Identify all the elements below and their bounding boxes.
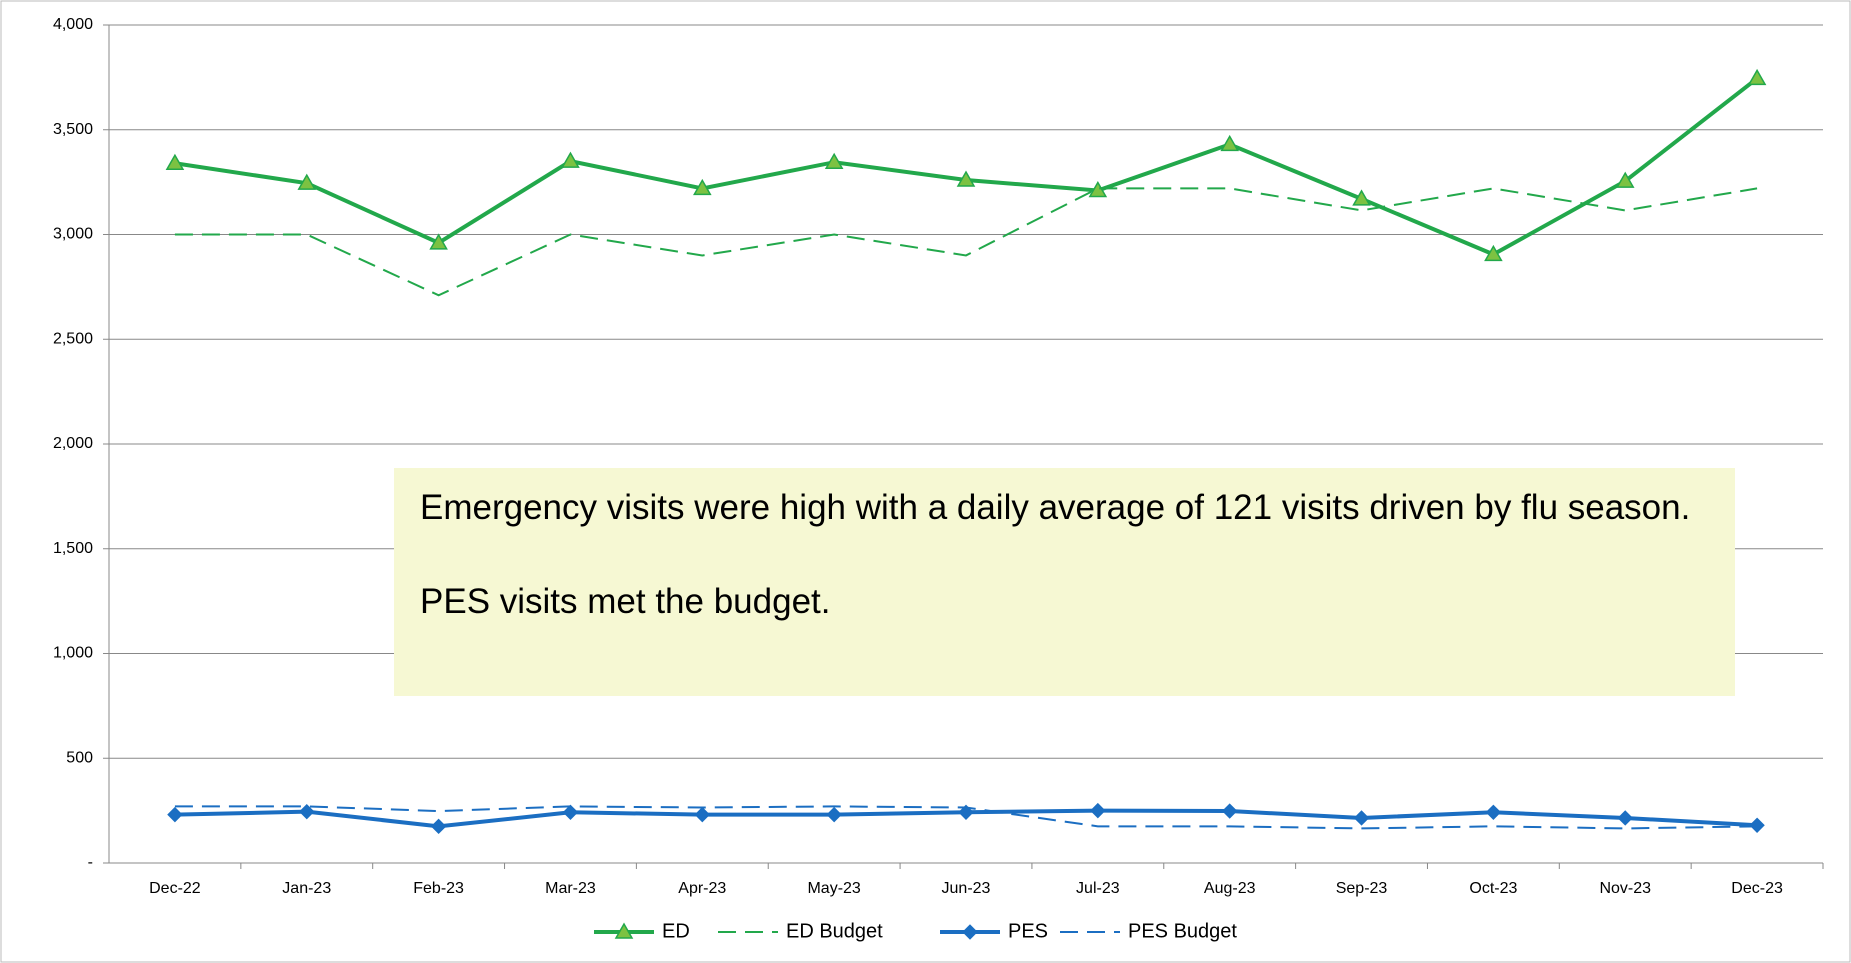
x-tick-label: Apr-23 <box>678 880 726 897</box>
point <box>299 803 315 820</box>
y-tick-label: 1,000 <box>53 645 93 662</box>
x-tick-label: Feb-23 <box>413 880 464 897</box>
y-tick-label: 3,000 <box>53 226 93 243</box>
point <box>1484 244 1503 262</box>
x-tick-label: Dec-22 <box>149 880 201 897</box>
x-tick-label: Mar-23 <box>545 880 596 897</box>
annotation: PES visits met the budget. <box>420 582 831 621</box>
point <box>693 178 712 196</box>
point <box>1615 171 1635 188</box>
point <box>826 806 842 823</box>
y-tick-label: 500 <box>66 749 93 766</box>
point <box>430 818 447 835</box>
series-line <box>174 805 1758 830</box>
point <box>1747 68 1767 86</box>
annotation: Emergency visits were high with a daily … <box>420 488 1691 527</box>
legend-label: ED Budget <box>786 920 883 942</box>
point <box>165 153 185 171</box>
series-line <box>174 76 1759 257</box>
x-tick-label: Oct-23 <box>1469 880 1517 897</box>
y-tick-label: 4,000 <box>53 16 93 33</box>
point <box>429 233 448 250</box>
x-tick-label: Jul-23 <box>1076 880 1120 897</box>
point <box>1090 802 1106 819</box>
annotation-box: Emergency visits were high with a daily … <box>394 468 1735 696</box>
point <box>1485 804 1502 821</box>
x-tick-label: Aug-23 <box>1204 880 1256 897</box>
point <box>694 806 711 823</box>
x-tick-label: Jun-23 <box>942 880 991 897</box>
point <box>1088 180 1108 198</box>
point <box>1352 189 1371 206</box>
y-tick-label: - <box>88 854 93 871</box>
legend-label: PES <box>1008 920 1048 942</box>
point <box>297 173 317 190</box>
point <box>962 924 978 940</box>
point <box>956 170 976 187</box>
x-tick-label: Sep-23 <box>1336 880 1388 897</box>
y-tick-label: 2,500 <box>53 330 93 347</box>
point <box>1749 817 1765 833</box>
y-tick-label: 2,000 <box>53 435 93 452</box>
y-tick-label: 3,500 <box>53 121 93 138</box>
y-tick-label: 1,500 <box>53 540 93 557</box>
x-tick-label: Jan-23 <box>282 880 331 897</box>
point <box>614 922 634 939</box>
x-tick-label: Dec-23 <box>1731 880 1783 897</box>
point <box>561 151 580 168</box>
legend-label: ED <box>662 920 690 942</box>
point <box>824 152 844 169</box>
legend-label: PES Budget <box>1128 920 1237 942</box>
x-tick-label: May-23 <box>807 880 860 897</box>
point <box>167 806 183 823</box>
point <box>1220 134 1239 152</box>
x-tick-label: Nov-23 <box>1599 880 1651 897</box>
point <box>1617 810 1633 826</box>
point <box>1221 803 1238 819</box>
point <box>562 804 579 821</box>
point <box>1353 810 1370 826</box>
series-line <box>174 187 1758 297</box>
